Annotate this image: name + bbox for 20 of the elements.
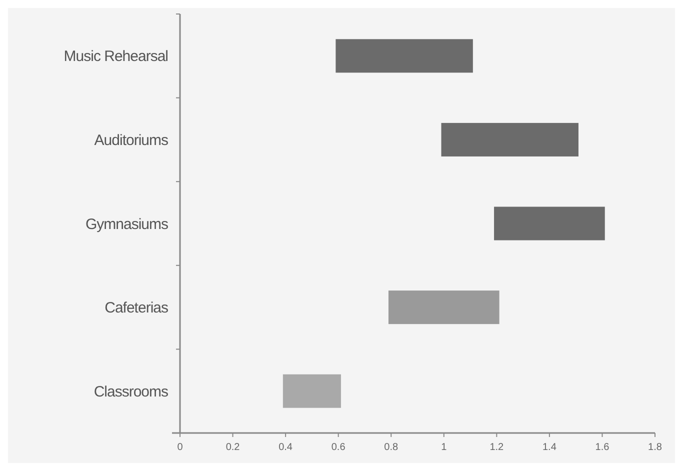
y-tick-label: Music Rehearsal (64, 48, 168, 66)
x-tick-label: 1 (441, 442, 448, 453)
x-tick-label: 0.4 (278, 442, 293, 453)
bar (388, 290, 500, 324)
x-tick-label: 0.8 (384, 442, 398, 453)
x-tick-label: 0 (177, 442, 184, 453)
x-tick-label: 0.6 (331, 442, 346, 453)
x-tick-label: 1.2 (490, 442, 504, 453)
bar (282, 374, 341, 408)
y-tick-label: Auditoriums (94, 132, 168, 149)
y-tick-label: Gymnasiums (85, 216, 168, 233)
bar (494, 206, 605, 240)
x-tick-label: 0.2 (226, 442, 240, 453)
x-tick-label: 1.8 (648, 442, 662, 453)
y-tick-label: Classrooms (94, 383, 168, 400)
y-tick-label: Cafeterias (104, 300, 168, 317)
x-tick-label: 1.4 (542, 442, 557, 453)
bar (336, 39, 473, 73)
x-tick-label: 1.6 (595, 442, 610, 453)
bar (441, 122, 578, 156)
